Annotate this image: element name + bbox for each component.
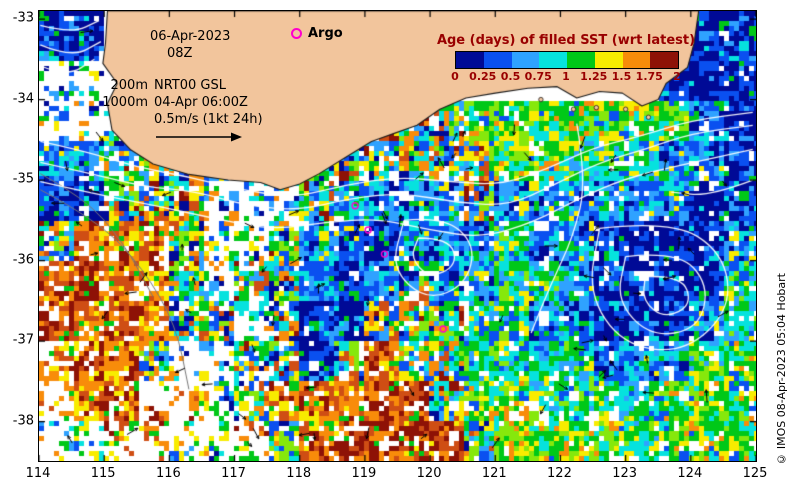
argo-legend: Argo — [291, 26, 343, 41]
colorbar-segment — [511, 52, 540, 68]
x-tick-label: 121 — [481, 466, 507, 481]
y-tick-label: -35 — [12, 171, 34, 187]
x-tick-label: 117 — [221, 466, 246, 481]
sst-age-map-canvas — [39, 11, 756, 461]
model-name-label: NRT00 GSL — [154, 78, 226, 93]
velocity-scale-label: 0.5m/s (1kt 24h) — [154, 112, 263, 127]
x-tick-label: 116 — [155, 466, 181, 481]
colorbar-tick-label: 0 — [451, 70, 459, 83]
argo-marker-icon — [291, 28, 302, 39]
x-tick-label: 123 — [612, 466, 638, 481]
x-tick-label: 118 — [286, 466, 312, 481]
colorbar-segment — [622, 52, 651, 68]
colorbar-title: Age (days) of filled SST (wrt latest) — [436, 33, 696, 48]
y-tick-label: -37 — [12, 332, 34, 348]
argo-legend-label: Argo — [308, 26, 343, 41]
depth-200m-label: 200m — [110, 78, 148, 93]
analysis-date-label: 06-Apr-2023 — [150, 29, 231, 44]
map-plot-area — [38, 10, 757, 462]
x-tick-label: 119 — [351, 466, 377, 481]
colorbar — [455, 51, 679, 69]
colorbar-segment — [594, 52, 623, 68]
colorbar-tick-label: 1.75 — [635, 70, 663, 83]
colorbar-segment — [567, 52, 595, 68]
y-tick-label: -38 — [12, 413, 34, 429]
velocity-scale-arrow-icon — [156, 132, 242, 142]
colorbar-segment — [650, 52, 678, 68]
valid-time-label: 04-Apr 06:00Z — [154, 95, 248, 110]
colorbar-segment — [539, 52, 567, 68]
colorbar-tick-label: 2 — [673, 70, 681, 83]
colorbar-segment — [483, 52, 512, 68]
x-tick-label: 124 — [677, 466, 703, 481]
x-tick-label: 122 — [547, 466, 572, 481]
x-tick-label: 125 — [742, 466, 768, 481]
colorbar-tick-label: 0.25 — [469, 70, 497, 83]
colorbar-tick-label: 0.75 — [524, 70, 552, 83]
y-tick-label: -36 — [12, 252, 34, 268]
colorbar-tick-label: 1.5 — [611, 70, 632, 83]
x-tick-label: 120 — [416, 466, 442, 481]
colorbar-tick-label: 0.5 — [500, 70, 521, 83]
model-validtime-row: 1000m 04-Apr 06:00Z — [100, 95, 248, 110]
model-depth-row: 200m NRT00 GSL — [100, 78, 226, 93]
colorbar-segment — [456, 52, 484, 68]
x-tick-label: 114 — [25, 466, 51, 481]
depth-1000m-label: 1000m — [102, 95, 148, 110]
colorbar-tick-label: 1 — [562, 70, 570, 83]
analysis-hour-label: 08Z — [167, 46, 193, 61]
credit-text: © IMOS 08-Apr-2023 05:04 Hobart — [775, 273, 788, 466]
colorbar-tick-label: 1.25 — [580, 70, 608, 83]
x-tick-label: 115 — [90, 466, 116, 481]
y-tick-label: -33 — [12, 10, 34, 26]
y-tick-label: -34 — [12, 91, 34, 107]
